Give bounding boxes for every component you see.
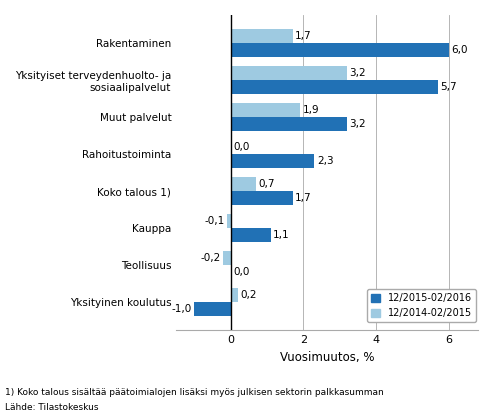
Text: 3,2: 3,2 [350, 68, 366, 78]
Text: 1,9: 1,9 [302, 105, 319, 115]
Bar [231, 80, 438, 94]
Text: Lähde: Tilastokeskus: Lähde: Tilastokeskus [5, 403, 99, 412]
Bar [231, 66, 347, 80]
Bar [231, 228, 271, 242]
Text: 0,7: 0,7 [259, 179, 275, 189]
Bar [231, 117, 347, 131]
Text: 6,0: 6,0 [452, 45, 468, 55]
Text: 3,2: 3,2 [350, 119, 366, 129]
Legend: 12/2015-02/2016, 12/2014-02/2015: 12/2015-02/2016, 12/2014-02/2015 [367, 290, 476, 322]
Bar [231, 43, 449, 57]
Text: 1) Koko talous sisältää päätoimialojen lisäksi myös julkisen sektorin palkkasumm: 1) Koko talous sisältää päätoimialojen l… [5, 388, 384, 397]
Bar [223, 251, 231, 265]
Text: 1,1: 1,1 [273, 230, 290, 240]
Text: -0,1: -0,1 [204, 216, 224, 226]
Bar [194, 302, 231, 316]
Text: 1,7: 1,7 [295, 31, 312, 41]
Text: 5,7: 5,7 [441, 82, 457, 92]
Text: 0,0: 0,0 [233, 267, 249, 277]
Text: -0,2: -0,2 [201, 253, 221, 263]
X-axis label: Vuosimuutos, %: Vuosimuutos, % [280, 351, 374, 364]
Bar [231, 154, 315, 168]
Text: -1,0: -1,0 [172, 304, 192, 314]
Bar [231, 177, 256, 191]
Bar [227, 214, 231, 228]
Bar [231, 191, 292, 205]
Bar [231, 29, 292, 43]
Text: 0,2: 0,2 [241, 290, 257, 300]
Text: 1,7: 1,7 [295, 193, 312, 203]
Text: 0,0: 0,0 [233, 142, 249, 152]
Text: 2,3: 2,3 [317, 156, 333, 166]
Bar [231, 288, 238, 302]
Bar [231, 103, 300, 117]
